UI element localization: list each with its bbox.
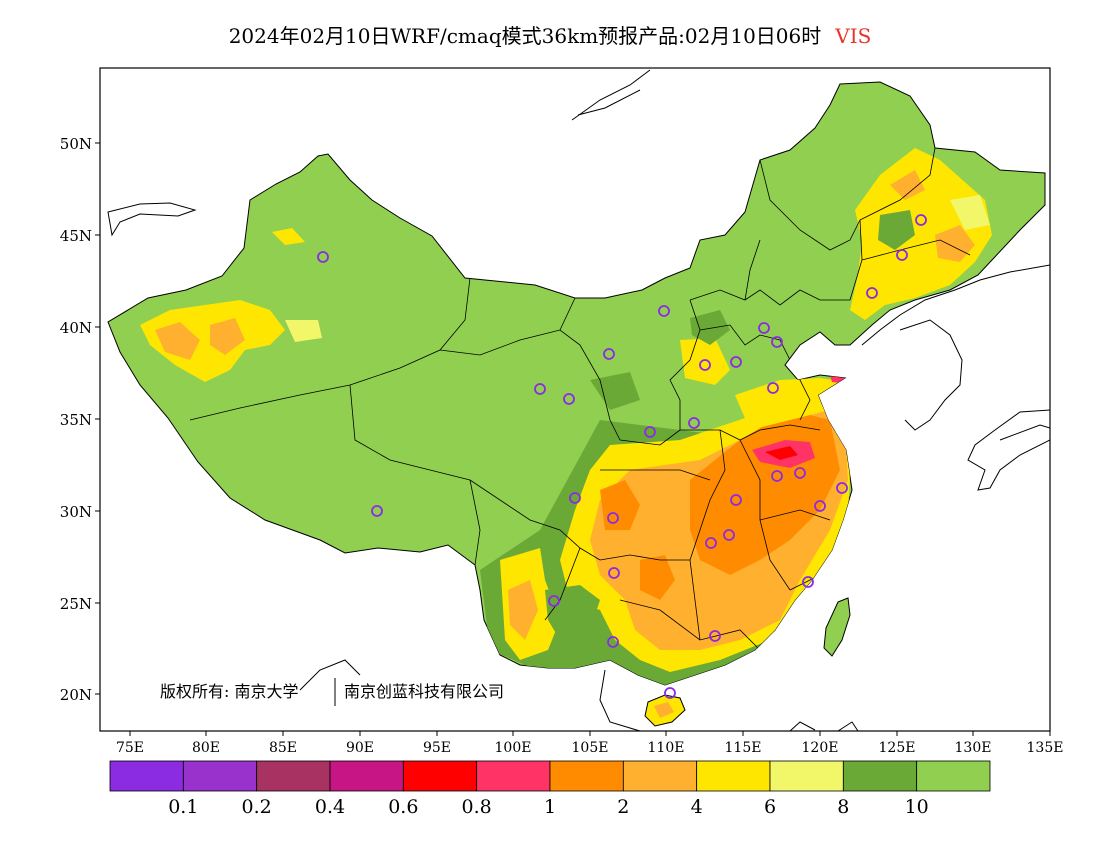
lon-label-90e: 90E xyxy=(346,740,374,756)
legend-swatch xyxy=(109,760,184,792)
station-marker xyxy=(664,687,676,699)
coastlines xyxy=(107,69,1050,731)
station-marker xyxy=(607,512,619,524)
map-title: 2024年02月10日WRF/cmaq模式36km预报产品:02月10日06时 V… xyxy=(0,20,1100,49)
lon-label-75e: 75E xyxy=(116,740,144,756)
legend: 0.1 0.2 0.4 0.6 0.8 1 2 4 6 8 10 xyxy=(109,760,991,818)
title-variable: VIS xyxy=(835,24,872,48)
lat-label-20n: 20N xyxy=(60,686,92,704)
station-marker xyxy=(730,356,742,368)
lon-label-115e: 115E xyxy=(725,740,762,756)
lon-label-130e: 130E xyxy=(955,740,992,756)
province-boundaries xyxy=(189,147,971,651)
legend-swatch xyxy=(842,760,918,792)
lat-label-35n: 35N xyxy=(60,411,92,429)
station-marker xyxy=(866,287,878,299)
legend-swatch xyxy=(696,760,771,792)
station-marker xyxy=(767,382,779,394)
station-marker xyxy=(802,576,814,588)
station-marker xyxy=(603,348,615,360)
legend-swatch xyxy=(916,760,991,792)
station-marker xyxy=(836,482,848,494)
station-marker xyxy=(896,249,908,261)
visibility-field xyxy=(140,148,992,685)
station-marker xyxy=(723,529,735,541)
lon-label-125e: 125E xyxy=(879,740,916,756)
taiwan-island xyxy=(823,597,851,657)
legend-label: 1 xyxy=(544,796,556,818)
lat-label-30n: 30N xyxy=(60,503,92,521)
station-marker xyxy=(607,636,619,648)
legend-swatch xyxy=(402,760,478,792)
lon-label-110e: 110E xyxy=(648,740,685,756)
legend-label: 10 xyxy=(905,796,929,818)
lon-label-105e: 105E xyxy=(572,740,609,756)
lon-label-80e: 80E xyxy=(192,740,220,756)
station-marker xyxy=(771,336,783,348)
station-marker xyxy=(371,505,383,517)
station-marker xyxy=(699,359,711,371)
map-border xyxy=(99,67,1051,732)
legend-label: 4 xyxy=(691,796,703,818)
copyright-notice: 版权所有: 南京大学 南京创蓝科技有限公司 xyxy=(160,678,504,706)
legend-swatch xyxy=(329,760,404,792)
station-marker xyxy=(771,470,783,482)
title-main: 2024年02月10日WRF/cmaq模式36km预报产品:02月10日06时 xyxy=(228,24,822,48)
legend-swatch xyxy=(549,760,624,792)
lon-label-85e: 85E xyxy=(269,740,297,756)
lat-label-45n: 45N xyxy=(60,227,92,245)
legend-label: 2 xyxy=(617,796,629,818)
legend-swatch xyxy=(476,760,551,792)
lon-label-100e: 100E xyxy=(495,740,532,756)
station-marker xyxy=(548,595,560,607)
station-markers xyxy=(317,214,927,699)
lat-label-50n: 50N xyxy=(60,135,92,153)
legend-swatch xyxy=(769,760,844,792)
station-marker xyxy=(709,630,721,642)
station-marker xyxy=(608,567,620,579)
lat-label-25n: 25N xyxy=(60,595,92,613)
station-marker xyxy=(758,322,770,334)
legend-swatch xyxy=(256,760,331,792)
station-marker xyxy=(569,492,581,504)
copyright-owner: 版权所有: 南京大学 xyxy=(160,682,298,701)
legend-label: 8 xyxy=(837,796,849,818)
station-marker xyxy=(563,393,575,405)
legend-swatch xyxy=(182,760,258,792)
legend-swatch xyxy=(622,760,698,792)
legend-label: 0.4 xyxy=(315,796,345,818)
legend-label: 6 xyxy=(764,796,776,818)
legend-label: 0.8 xyxy=(462,796,492,818)
legend-label: 0.1 xyxy=(168,796,198,818)
station-marker xyxy=(794,467,806,479)
station-marker xyxy=(915,214,927,226)
station-marker xyxy=(705,537,717,549)
copyright-company: 南京创蓝科技有限公司 xyxy=(344,682,504,701)
lon-axis: 75E 80E 85E 90E 95E 100E 105E 110E 115E … xyxy=(116,731,1064,756)
station-marker xyxy=(730,494,742,506)
station-marker xyxy=(534,383,546,395)
lon-label-135e: 135E xyxy=(1027,740,1064,756)
lon-label-95e: 95E xyxy=(423,740,451,756)
lon-label-120e: 120E xyxy=(802,740,839,756)
station-marker xyxy=(658,305,670,317)
station-marker xyxy=(644,426,656,438)
legend-label: 0.6 xyxy=(388,796,418,818)
lat-label-40n: 40N xyxy=(60,319,92,337)
lat-axis: 50N 45N 40N 35N 30N 25N 20N xyxy=(60,135,100,704)
station-marker xyxy=(317,251,329,263)
legend-label: 0.2 xyxy=(242,796,272,818)
station-marker xyxy=(688,417,700,429)
station-marker xyxy=(814,500,826,512)
